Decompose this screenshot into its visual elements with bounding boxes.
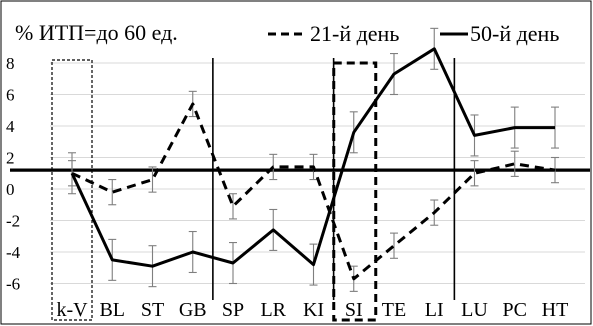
error-bar-21-day-ST [148,166,157,193]
y-tick-label--2: -2 [6,212,20,231]
series-50-day [68,27,559,288]
highlight-boxes [51,59,378,322]
x-tick-label-LR: LR [260,299,286,321]
x-tick-label-GB: GB [179,299,207,321]
error-bar-21-day-PC [510,150,519,177]
y-axis-ticks: -6 -4 -2 0 2 4 6 8 [6,54,21,294]
legend-label-21-day: 21-й день [310,21,399,46]
x-tick-label-HT: HT [542,299,569,321]
x-tick-label-SP: SP [222,299,244,321]
y-tick-label-8: 8 [6,54,15,73]
y-tick-label-6: 6 [6,86,15,105]
y-tick-label-2: 2 [6,149,15,168]
x-tick-label-LU: LU [461,299,488,321]
y-tick-label-0: 0 [6,180,15,199]
legend-label-50-day: 50-й день [470,21,559,46]
series-line-21-day [71,102,556,281]
y-tick-label--4: -4 [6,243,21,262]
legend: 21-й день 50-й день [268,21,559,46]
series-line-50-day [70,47,555,268]
x-tick-label-PC: PC [503,299,527,321]
x-tick-label-BL: BL [99,299,125,321]
x-tick-label-LI: LI [425,299,444,321]
x-tick-label-k-V: k-V [56,299,88,321]
x-axis-ticks: k-V BL ST GB SP LR KI SI TE LI LU PC HT [56,299,568,321]
error-bar-21-day-BL [108,179,117,206]
highlight-box-k-v [51,59,93,321]
gridlines [50,62,585,284]
x-tick-label-KI: KI [303,299,324,321]
error-bar-50-day-k-V [68,152,76,195]
x-tick-label-SI: SI [345,299,363,321]
y-tick-label--6: -6 [6,275,20,294]
error-bar-21-day-SP [229,193,237,220]
highlight-box-si [332,61,378,322]
error-bar-21-day-LU [470,160,479,187]
chart-title: % ИТП=до 60 ед. [15,20,178,45]
error-bar-21-day-TE [390,232,398,259]
x-tick-label-ST: ST [141,299,164,321]
x-tick-label-TE: TE [382,299,406,321]
series [10,27,590,292]
y-tick-label-4: 4 [6,117,15,136]
